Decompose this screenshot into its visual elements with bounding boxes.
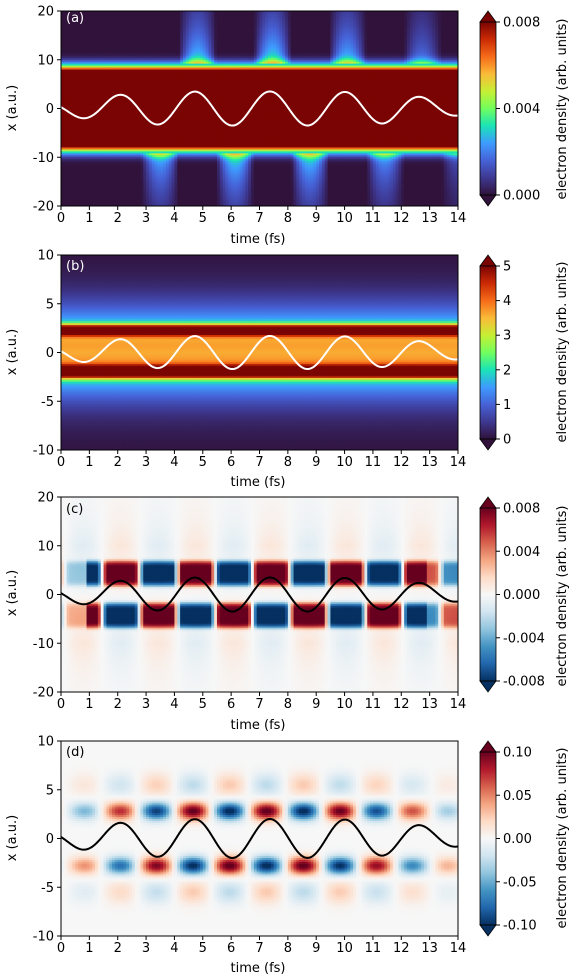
heatmap-a (61, 11, 458, 206)
